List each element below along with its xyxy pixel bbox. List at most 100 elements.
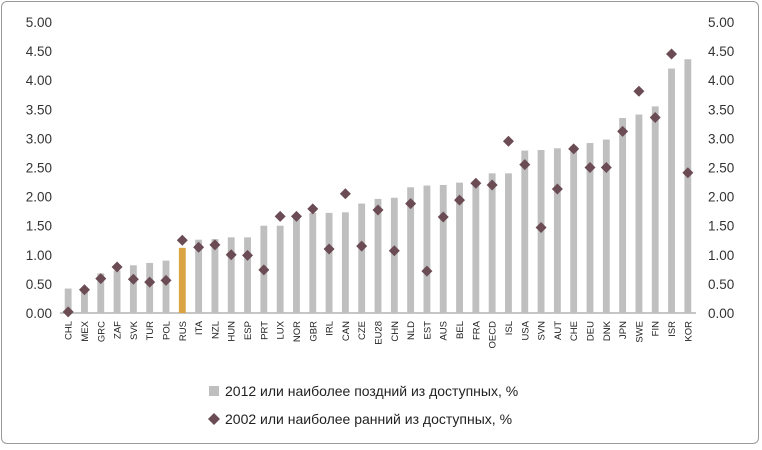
y-axis-right: 0.00 0.50 1.00 1.50 2.00 2.50 3.00 3.50 4.00 4.50…: [708, 15, 734, 321]
y-tick-label-left: 4.00: [26, 73, 52, 88]
marker-series: [62, 48, 694, 318]
x-tick-label: EST: [422, 321, 433, 340]
x-tick-label: SVN: [537, 321, 548, 341]
x-tick-label: EU28: [374, 321, 385, 345]
bar-isr: [668, 68, 675, 313]
bar-mex: [81, 287, 88, 313]
x-tick-label: AUT: [553, 321, 564, 340]
bar-est: [423, 185, 431, 313]
bar-cze: [358, 203, 366, 313]
marker-pol: [160, 274, 172, 286]
bar-zaf: [113, 270, 121, 313]
bar-lux: [276, 225, 284, 313]
marker-fra: [470, 177, 482, 189]
bar-fra: [472, 181, 480, 313]
x-tick-label: CHN: [390, 321, 401, 342]
y-tick-label-left: 1.50: [26, 219, 52, 234]
bar-pol: [162, 260, 170, 313]
y-tick-label-left: 2.50: [26, 161, 52, 176]
legend-label-bars: 2012 или наиболее поздний из доступных, …: [225, 383, 518, 399]
x-tick-label: DNK: [602, 320, 613, 341]
x-tick-label: OECD: [488, 321, 499, 349]
x-tick-label: CZE: [357, 321, 368, 340]
x-tick-label: ISR: [667, 321, 678, 337]
marker-rus: [176, 234, 188, 246]
bar-esp: [244, 237, 251, 313]
x-tick-label: ZAF: [113, 321, 124, 339]
y-tick-label-right: 0.00: [708, 306, 734, 321]
x-tick-label: KOR: [683, 321, 694, 342]
marker-isl: [502, 135, 514, 147]
marker-dnk: [600, 162, 612, 173]
marker-esp: [242, 249, 254, 261]
y-tick-label-right: 2.50: [708, 161, 734, 176]
y-tick-label-left: 4.50: [26, 44, 52, 59]
x-tick-label: ITA: [194, 320, 205, 335]
x-tick-label: CHL: [64, 321, 75, 340]
marker-aus: [437, 211, 449, 223]
x-tick-label: GRC: [96, 321, 107, 342]
marker-lux: [274, 210, 286, 222]
bar-dnk: [602, 139, 610, 313]
x-tick-label: AUS: [439, 321, 450, 341]
bar-tur: [146, 262, 154, 313]
y-tick-label-right: 0.50: [708, 277, 734, 292]
x-tick-label: DEU: [586, 321, 597, 341]
bar-eu28: [374, 198, 382, 313]
bar-che: [570, 145, 578, 313]
bar-rus: [178, 247, 186, 313]
x-tick-label: NLD: [406, 321, 417, 340]
y-tick-label-left: 3.00: [26, 131, 52, 146]
marker-isr: [666, 48, 678, 60]
x-tick-label: FIN: [651, 321, 662, 336]
chart-frame: 0.00 0.50 1.00 1.50 2.00 2.50 3.00 3.50 4.00 4.50…: [1, 1, 759, 444]
marker-swe: [633, 85, 645, 97]
bar-bel: [456, 182, 463, 313]
bar-isl: [505, 173, 512, 313]
x-tick-label: GBR: [308, 321, 319, 342]
x-tick-label: JPN: [618, 321, 629, 339]
y-tick-label-right: 4.00: [708, 73, 734, 88]
bar-fin: [651, 106, 659, 313]
chart: 0.00 0.50 1.00 1.50 2.00 2.50 3.00 3.50 4.00 4.50…: [26, 15, 735, 427]
marker-gbr: [307, 203, 319, 215]
bar-nld: [407, 187, 415, 313]
bar-usa: [521, 150, 529, 313]
marker-bel: [454, 194, 466, 206]
marker-chn: [388, 245, 400, 257]
x-tick-label: SWE: [634, 321, 645, 343]
bar-oecd: [488, 173, 496, 313]
x-tick-label: NOR: [292, 321, 303, 342]
marker-can: [339, 188, 351, 200]
x-tick-label: USA: [520, 320, 531, 340]
legend-label-markers: 2002 или наиболее ранний из доступных, %: [225, 411, 512, 427]
marker-tur: [144, 276, 156, 288]
bar-nor: [293, 216, 300, 313]
y-tick-label-left: 5.00: [26, 15, 52, 30]
marker-irl: [323, 243, 335, 255]
y-axis-left: 0.00 0.50 1.00 1.50 2.00 2.50 3.00 3.50 4.00 4.50…: [26, 15, 52, 321]
bar-aut: [553, 148, 561, 313]
x-tick-label: CAN: [341, 321, 352, 341]
legend: 2012 или наиболее поздний из доступных, …: [208, 383, 518, 427]
marker-hun: [225, 249, 237, 261]
bar-irl: [325, 212, 333, 313]
x-tick-label: ISL: [504, 321, 515, 335]
bar-jpn: [619, 118, 627, 313]
bar-svk: [129, 265, 137, 313]
marker-aut: [551, 183, 563, 195]
marker-oecd: [486, 179, 498, 191]
marker-deu: [584, 162, 596, 173]
y-tick-label-right: 1.50: [708, 219, 734, 234]
bar-hun: [227, 237, 235, 313]
legend-swatch-bars: [209, 386, 219, 396]
bar-can: [341, 212, 349, 313]
marker-che: [568, 143, 580, 155]
x-tick-label: RUS: [178, 321, 189, 341]
bar-nzl: [211, 239, 219, 313]
marker-fin: [649, 111, 661, 123]
marker-zaf: [111, 261, 123, 273]
x-tick-label: LUX: [276, 320, 287, 339]
bar-grc: [97, 273, 105, 313]
bar-deu: [586, 143, 594, 313]
